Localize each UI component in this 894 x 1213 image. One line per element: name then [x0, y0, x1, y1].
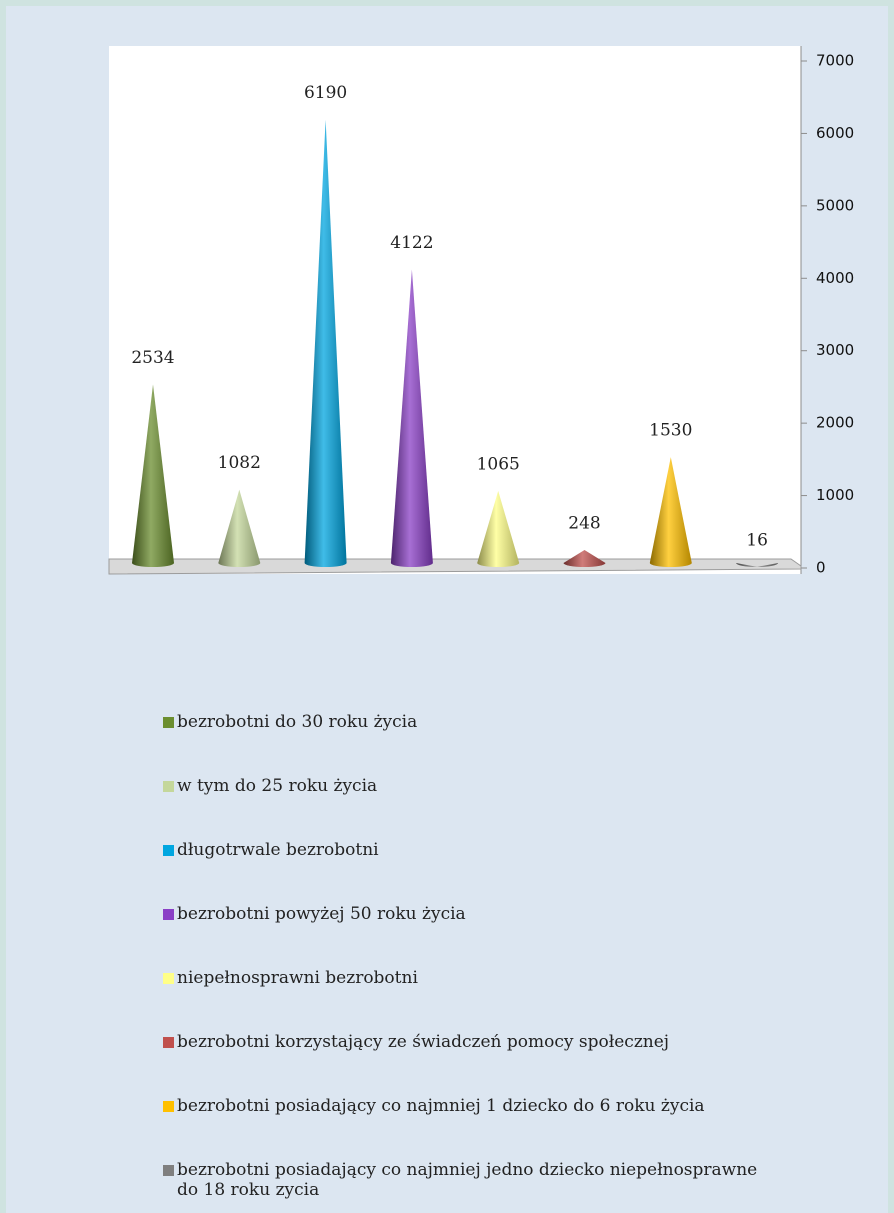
- chart: 0 1000 2000 3000 4000 5000 6000 7000 2534 1082 619…: [108, 46, 854, 577]
- data-label: 2534: [131, 348, 174, 368]
- cone: [132, 384, 174, 567]
- legend-item: długotrwale bezrobotni: [163, 840, 379, 860]
- y-tick-label: 6000: [816, 124, 854, 142]
- legend-label: długotrwale bezrobotni: [177, 840, 379, 860]
- legend-swatch: [163, 1165, 174, 1176]
- data-label: 1530: [649, 421, 692, 441]
- data-label: 4122: [390, 233, 433, 253]
- data-label: 6190: [304, 83, 347, 103]
- legend-label: w tym do 25 roku życia: [177, 776, 378, 796]
- y-tick-label: 2000: [816, 414, 854, 432]
- y-tick-label: 1000: [816, 486, 854, 504]
- legend-label: bezrobotni posiadający co najmniej 1 dzi…: [177, 1096, 705, 1116]
- y-tick-label: 0: [816, 559, 826, 577]
- legend-label: bezrobotni powyżej 50 roku życia: [177, 904, 466, 924]
- data-label: 248: [568, 514, 600, 534]
- legend-swatch: [163, 1037, 174, 1048]
- legend-item: niepełnosprawni bezrobotni: [163, 968, 418, 988]
- plot-area: [109, 46, 801, 574]
- y-tick-label: 5000: [816, 196, 854, 214]
- legend-label: bezrobotni korzystający ze świadczeń pom…: [177, 1032, 670, 1052]
- legend-item: w tym do 25 roku życia: [163, 776, 377, 796]
- legend-swatch: [163, 909, 174, 920]
- legend-item: bezrobotni posiadający co najmniej jedno…: [163, 1160, 783, 1200]
- cone: [736, 563, 779, 567]
- data-label: 16: [746, 530, 768, 550]
- legend-item: bezrobotni posiadający co najmniej 1 dzi…: [163, 1096, 705, 1116]
- cone: [304, 119, 347, 567]
- legend-item: bezrobotni korzystający ze świadczeń pom…: [163, 1032, 669, 1052]
- cone: [477, 490, 520, 567]
- legend-label: niepełnosprawni bezrobotni: [177, 968, 418, 988]
- legend-label: bezrobotni do 30 roku życia: [177, 712, 418, 732]
- legend-swatch: [163, 781, 174, 792]
- legend-label: bezrobotni posiadający co najmniej jedno…: [177, 1160, 758, 1200]
- cone: [218, 489, 261, 567]
- legend-swatch: [163, 1101, 174, 1112]
- legend-swatch: [163, 717, 174, 728]
- cone: [563, 550, 606, 567]
- cone: [649, 457, 692, 567]
- cone: [390, 269, 433, 567]
- legend-swatch: [163, 845, 174, 856]
- y-tick-label: 3000: [816, 341, 854, 359]
- data-label: 1065: [477, 454, 520, 474]
- y-tick-label: 7000: [816, 52, 854, 70]
- legend-swatch: [163, 973, 174, 984]
- data-label: 1082: [218, 453, 261, 473]
- legend-item: bezrobotni do 30 roku życia: [163, 712, 417, 732]
- y-tick-label: 4000: [816, 269, 854, 287]
- legend-item: bezrobotni powyżej 50 roku życia: [163, 904, 466, 924]
